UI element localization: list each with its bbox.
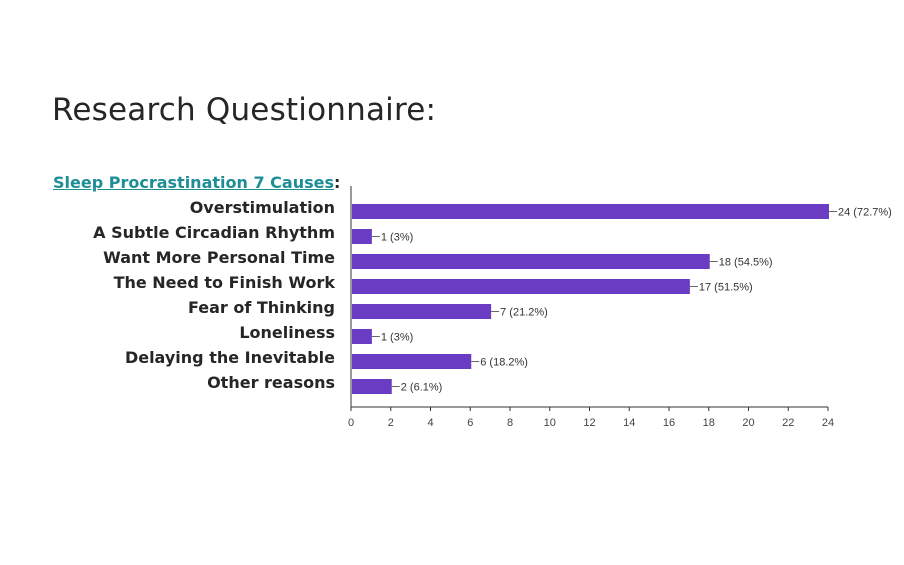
category-label: Loneliness: [239, 323, 335, 342]
category-label: A Subtle Circadian Rhythm: [93, 223, 335, 242]
category-label: The Need to Finish Work: [113, 273, 335, 292]
data-label: 2 (6.1%): [401, 382, 443, 394]
x-tick-label: 20: [742, 417, 754, 429]
category-label: Other reasons: [207, 373, 335, 392]
data-label: 6 (18.2%): [480, 357, 528, 369]
x-tick-label: 8: [507, 417, 513, 429]
x-tick-label: 12: [583, 417, 595, 429]
bar: [352, 254, 710, 269]
page-title: Research Questionnaire:: [52, 92, 437, 128]
bar: [352, 279, 690, 294]
bar: [352, 204, 829, 219]
x-tick-label: 6: [467, 417, 473, 429]
x-tick-label: 22: [782, 417, 794, 429]
x-tick-label: 2: [388, 417, 394, 429]
bar: [352, 304, 492, 319]
x-tick-label: 10: [544, 417, 556, 429]
x-tick-label: 18: [703, 417, 715, 429]
category-label: Overstimulation: [189, 198, 335, 217]
data-label: 18 (54.5%): [719, 257, 773, 269]
category-label: Want More Personal Time: [103, 248, 335, 267]
chart-link[interactable]: Sleep Procrastination 7 Causes: [53, 173, 334, 192]
data-label: 1 (3%): [381, 232, 413, 244]
bar: [352, 354, 472, 369]
x-tick-label: 14: [623, 417, 635, 429]
bar: [352, 379, 392, 394]
x-tick-label: 24: [822, 417, 834, 429]
chart-heading-colon: :: [333, 173, 341, 192]
category-label: Delaying the Inevitable: [124, 348, 335, 367]
bar: [352, 229, 372, 244]
data-label: 17 (51.5%): [699, 282, 753, 294]
category-label: Fear of Thinking: [187, 298, 335, 317]
chart-heading: Sleep Procrastination 7 Causes:: [53, 173, 340, 192]
x-tick-label: 0: [348, 417, 354, 429]
data-label: 24 (72.7%): [838, 207, 892, 219]
bar: [352, 329, 372, 344]
x-tick-label: 16: [663, 417, 675, 429]
data-label: 1 (3%): [381, 332, 413, 344]
data-label: 7 (21.2%): [500, 307, 548, 319]
x-tick-label: 4: [427, 417, 433, 429]
